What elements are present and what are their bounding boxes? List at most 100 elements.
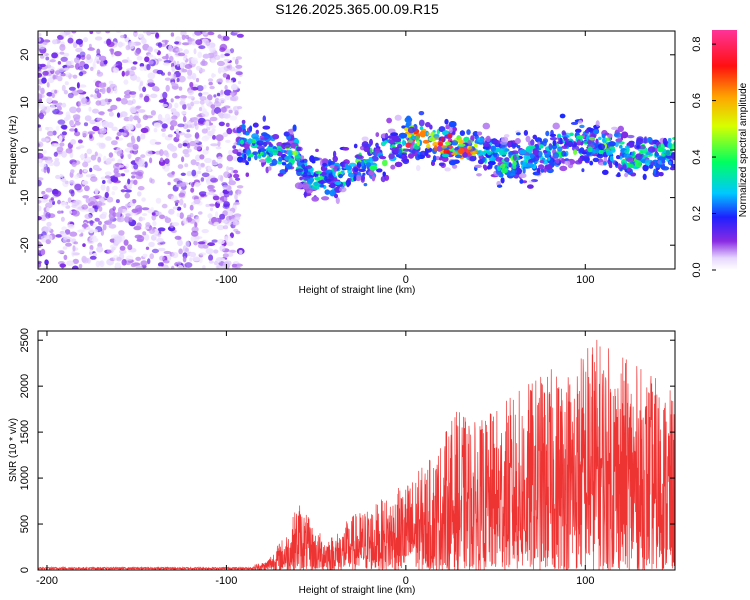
spectrogram-cell xyxy=(59,263,67,268)
spectrogram-cell xyxy=(195,216,200,224)
spectrogram-cell xyxy=(418,111,425,116)
spectrogram-cell xyxy=(111,191,115,196)
spectrogram-cell xyxy=(172,73,177,80)
spectrogram-cell xyxy=(174,95,181,99)
spectrogram-cell xyxy=(448,127,453,134)
spectrogram-cell xyxy=(474,164,482,168)
spectrogram-cell xyxy=(102,224,107,231)
spectrogram-cell xyxy=(232,145,237,149)
spectrogram-cell xyxy=(43,194,50,199)
spectrogram-cell xyxy=(82,161,89,168)
spectrogram-cell xyxy=(384,132,389,140)
spectrogram-cell xyxy=(125,163,130,169)
spectrogram-cell xyxy=(117,41,123,48)
spectrogram-cell xyxy=(402,158,410,165)
spectrogram-cell xyxy=(60,56,68,62)
spectrogram-cell xyxy=(407,126,415,134)
spectrogram-cell xyxy=(207,94,213,101)
spectrogram-cell xyxy=(106,41,115,48)
spectrogram-cell xyxy=(224,235,232,241)
spectrogram-cell xyxy=(82,243,86,248)
spectrogram-cell xyxy=(512,160,517,167)
spectrogram-cell xyxy=(83,37,88,43)
spectrogram-cell xyxy=(147,79,154,84)
spectrogram-cell xyxy=(249,125,253,132)
spectrogram-cell xyxy=(469,155,477,162)
spectrogram-cell xyxy=(65,111,71,119)
spectrogram-cell xyxy=(93,229,98,233)
spectrogram-cell xyxy=(259,159,267,163)
spectrogram-cell xyxy=(500,177,505,184)
spectrogram-cell xyxy=(38,216,42,221)
spectrogram-cell xyxy=(100,184,106,191)
spectrogram-cell xyxy=(394,161,403,168)
spectrogram-cell xyxy=(537,141,541,146)
spectrogram-cell xyxy=(181,34,186,40)
spectrogram-cell xyxy=(156,266,164,269)
spectrogram-cell xyxy=(324,189,331,195)
spectrogram-cell xyxy=(150,206,154,213)
spectrogram-cell xyxy=(610,148,616,153)
spectrogram-cell xyxy=(88,207,96,213)
spectrogram-cell xyxy=(92,108,99,114)
spectrogram-cell xyxy=(438,126,446,133)
spectrogram-cell xyxy=(511,150,519,155)
spectrogram-cell xyxy=(182,103,187,110)
spectrogram-cell xyxy=(433,133,440,139)
spectrogram-cell xyxy=(95,87,99,92)
spectrogram-cell xyxy=(157,227,166,232)
spectrogram-cell xyxy=(220,53,224,59)
spectrogram-cell xyxy=(219,213,226,220)
spectrogram-cell xyxy=(202,265,206,269)
spectrogram-cell xyxy=(228,167,234,171)
spectrogram-cell xyxy=(209,125,217,129)
spectrogram-cell xyxy=(170,32,175,37)
spectrogram-cell xyxy=(150,110,156,116)
spectrogram-cell xyxy=(512,143,518,148)
spectrogram-cell xyxy=(111,140,118,146)
spectrogram-cell xyxy=(100,143,105,148)
spectrogram-x-tick-label: -200 xyxy=(36,274,58,286)
spectrogram-x-tick-label: 100 xyxy=(576,274,594,286)
spectrogram-cell xyxy=(235,64,243,69)
spectrogram-cell xyxy=(87,131,95,135)
spectrogram-cell xyxy=(311,196,320,202)
spectrogram-cell xyxy=(354,154,362,159)
spectrogram-cell xyxy=(213,221,220,226)
spectrogram-cell xyxy=(167,143,174,150)
spectrogram-cell xyxy=(368,170,375,176)
spectrogram-cell xyxy=(177,239,183,247)
spectrogram-cell xyxy=(538,164,545,170)
spectrogram-cell xyxy=(522,167,526,174)
spectrogram-cell xyxy=(41,137,47,142)
spectrogram-cell xyxy=(215,211,219,218)
spectrogram-cell xyxy=(216,92,221,97)
spectrogram-cell xyxy=(319,179,325,185)
snr-x-tick-label: -100 xyxy=(215,575,237,587)
spectrogram-cell xyxy=(45,202,53,209)
spectrogram-cell xyxy=(115,97,122,102)
spectrogram-cell xyxy=(358,168,366,172)
spectrogram-cell xyxy=(125,213,131,217)
spectrogram-x-label: Height of straight line (km) xyxy=(299,285,416,296)
spectrogram-cell xyxy=(71,31,77,34)
spectrogram-cell xyxy=(56,146,64,153)
spectrogram-cell xyxy=(38,177,44,181)
spectrogram-cell xyxy=(177,164,184,169)
spectrogram-cell xyxy=(161,123,168,129)
spectrogram-cell xyxy=(180,172,186,176)
spectrogram-cell xyxy=(526,162,534,168)
spectrogram-cell xyxy=(128,217,133,223)
spectrogram-cell xyxy=(544,154,550,158)
spectrogram-cell xyxy=(53,151,58,157)
spectrogram-cell xyxy=(146,63,151,71)
spectrogram-cell xyxy=(55,234,63,238)
spectrogram-cell xyxy=(123,79,129,85)
spectrogram-cell xyxy=(186,129,191,133)
spectrogram-cell xyxy=(443,149,451,155)
spectrogram-cell xyxy=(624,145,631,149)
spectrogram-cell xyxy=(38,43,46,50)
snr-y-label: SNR (10 * v/v) xyxy=(8,418,19,482)
spectrogram-cell xyxy=(130,66,137,71)
spectrogram-cell xyxy=(131,175,136,179)
